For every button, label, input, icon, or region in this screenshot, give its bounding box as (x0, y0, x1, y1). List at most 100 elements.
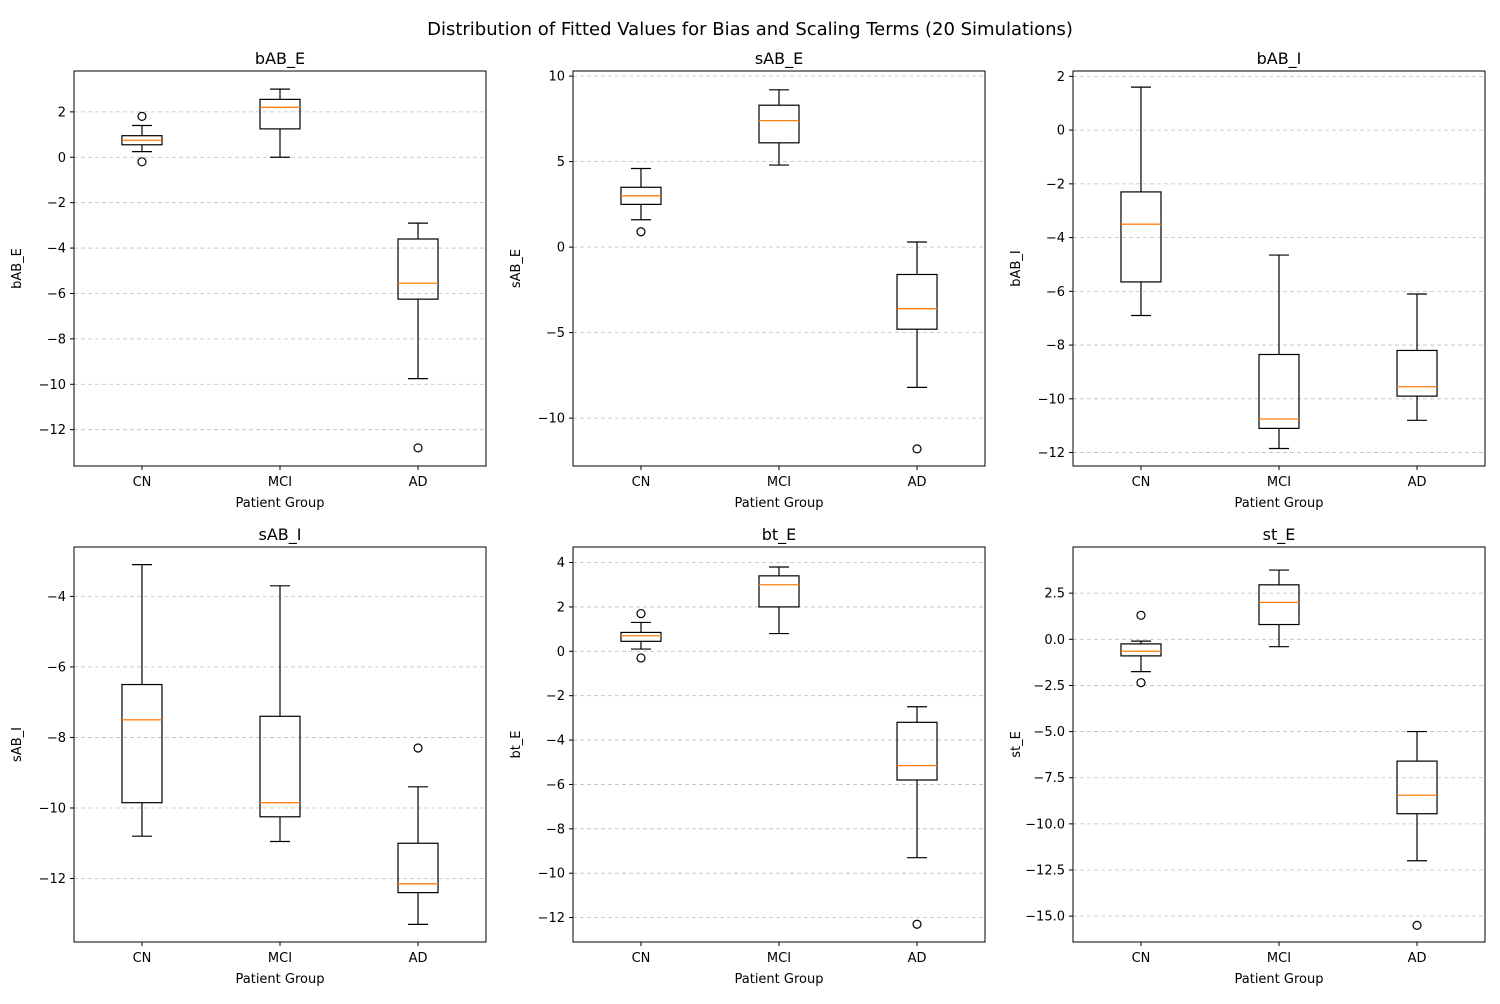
box-CN (1120, 86, 1162, 317)
x-tick-label: AD (1408, 475, 1427, 490)
y-tick-label: −4 (546, 734, 565, 749)
outlier-point (636, 653, 646, 663)
x-tick-label: CN (1132, 951, 1151, 966)
y-tick-label: 0 (557, 241, 565, 256)
y-tick-label: −8 (47, 332, 66, 347)
box-iqr (121, 683, 163, 804)
x-tick-label: MCI (268, 951, 292, 966)
y-tick-label: −2 (1046, 177, 1065, 192)
box-MCI (259, 585, 301, 843)
y-tick-label: −15.0 (1025, 910, 1065, 925)
box-iqr (1120, 191, 1162, 283)
panel-st_E: 2.5 0.0 −2.5 −5.0 −7.5 −10.0 −12.5 −15.0 CN MCI AD… (1009, 525, 1486, 987)
x-tick-label: AD (908, 951, 927, 966)
box-iqr (758, 575, 800, 608)
panel-bAB_E: 2 0 −2 −4 −6 −8 −10 −12 CN MCI AD bAB_E Patient Grou… (10, 49, 487, 511)
box-iqr (1396, 349, 1438, 397)
y-tick-label: 0 (58, 151, 66, 166)
y-tick-label: 2 (58, 105, 66, 120)
box-AD (1396, 730, 1438, 930)
box-MCI (259, 88, 301, 158)
panel-title: bAB_E (255, 49, 305, 69)
x-tick-label: AD (908, 475, 927, 490)
x-tick-label: MCI (1267, 475, 1291, 490)
x-axis-label: Patient Group (735, 496, 824, 511)
y-tick-label: −6 (47, 287, 66, 302)
panels: 2 0 −2 −4 −6 −8 −10 −12 CN MCI AD bAB_E Patient Grou… (10, 49, 1486, 987)
box-CN (620, 167, 662, 237)
box-iqr (896, 273, 938, 330)
y-tick-label: −12 (39, 872, 66, 887)
box-iqr (896, 721, 938, 781)
box-iqr (758, 104, 800, 144)
box-AD (397, 222, 439, 453)
y-tick-label: −2.5 (1033, 679, 1065, 694)
x-axis-label: Patient Group (236, 972, 325, 987)
y-tick-label: −5 (546, 326, 565, 341)
outlier-point (1412, 920, 1422, 930)
x-tick-label: AD (409, 951, 428, 966)
y-tick-label: −10 (538, 867, 565, 882)
y-tick-label: −8 (546, 822, 565, 837)
x-tick-label: MCI (1267, 951, 1291, 966)
y-tick-label: −10 (538, 412, 565, 427)
box-iqr (620, 631, 662, 642)
x-axis-label: Patient Group (1235, 972, 1324, 987)
y-tick-label: 2.5 (1044, 587, 1065, 602)
panel-bt_E: 4 2 0 −2 −4 −6 −8 −10 −12 CN MCI AD bt_E Patient Grou… (509, 525, 986, 987)
box-iqr (1396, 760, 1438, 815)
x-tick-label: MCI (268, 475, 292, 490)
panel-sAB_E: 10 5 0 −5 −10 CN MCI AD sAB_E Patient Group sAB_E (509, 49, 986, 511)
x-tick-label: AD (1408, 951, 1427, 966)
box-iqr (1120, 643, 1162, 657)
y-tick-label: 0.0 (1044, 633, 1065, 648)
y-axis-label: sAB_I (10, 727, 25, 762)
y-axis-label: st_E (1009, 731, 1024, 758)
outlier-point (636, 227, 646, 237)
y-tick-label: −12 (39, 423, 66, 438)
outlier-point (137, 111, 147, 122)
y-tick-label: −12 (1038, 446, 1065, 461)
box-MCI (758, 566, 800, 635)
panel-title: st_E (1263, 525, 1296, 545)
y-tick-label: −6 (546, 778, 565, 793)
y-tick-label: −10 (39, 801, 66, 816)
y-tick-label: −12 (538, 911, 565, 926)
y-tick-label: −4 (47, 242, 66, 257)
panel-title: sAB_E (755, 49, 803, 69)
x-tick-label: CN (133, 951, 152, 966)
box-AD (896, 706, 938, 929)
y-axis-label: bAB_E (10, 248, 25, 289)
box-iqr (259, 715, 301, 818)
outlier-point (912, 444, 922, 454)
panel-sAB_I: −4 −6 −8 −10 −12 CN MCI AD sAB_I Patient Group sAB… (10, 525, 487, 987)
y-tick-label: −5.0 (1033, 725, 1065, 740)
outlier-point (413, 443, 423, 453)
outlier-point (137, 157, 147, 167)
y-tick-label: 0 (1057, 124, 1065, 139)
outlier-point (413, 743, 423, 753)
box-AD (1396, 293, 1438, 421)
box-CN (121, 564, 163, 837)
y-tick-label: 4 (557, 556, 565, 571)
y-tick-label: −2 (546, 689, 565, 704)
x-tick-label: MCI (767, 951, 791, 966)
y-tick-label: −4 (1046, 231, 1065, 246)
box-CN (121, 111, 163, 167)
outlier-point (912, 919, 922, 929)
y-tick-label: −7.5 (1033, 771, 1065, 786)
x-axis-label: Patient Group (236, 496, 325, 511)
outlier-point (1136, 610, 1146, 620)
y-tick-label: −8 (47, 731, 66, 746)
y-tick-label: 10 (548, 70, 565, 85)
x-tick-label: CN (133, 475, 152, 490)
y-tick-label: −6 (1046, 285, 1065, 300)
panel-title: sAB_I (259, 525, 302, 545)
panel-title: bt_E (762, 525, 797, 545)
box-MCI (1258, 254, 1300, 450)
box-CN (1120, 610, 1162, 688)
y-axis-label: sAB_E (509, 249, 524, 288)
x-tick-label: CN (632, 475, 651, 490)
